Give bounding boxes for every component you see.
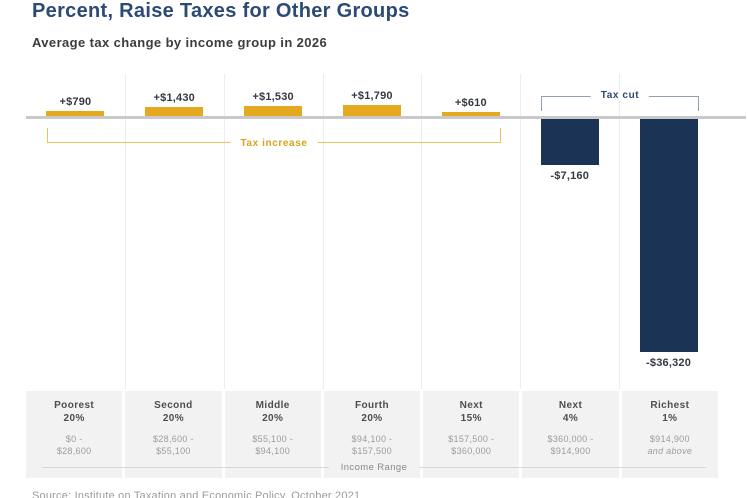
tax-increase-bracket-tick-left [47, 128, 48, 143]
category-name: Next 4% [558, 400, 583, 424]
column-gridline [421, 74, 423, 389]
tax-increase-bar [46, 111, 105, 116]
source-note: Source: Institute on Taxation and Econom… [32, 490, 361, 498]
category-name: Richest 1% [650, 400, 690, 424]
category-cell: Second 20% $28,600 - $55,100 [125, 391, 222, 478]
category-income-range: $360,000 - $914,900 [547, 434, 594, 456]
category-cell: Poorest 20% $0 - $28,600 [26, 391, 123, 478]
tax-increase-bar [244, 106, 303, 116]
category-name: Poorest 20% [54, 400, 95, 424]
category-income-range: $914,900 and above [647, 434, 693, 456]
income-range-rule-left [42, 466, 329, 468]
tax-increase-bar [343, 105, 401, 116]
column-gridline [520, 74, 522, 389]
column-gridline [124, 74, 126, 389]
column-gridline [619, 74, 621, 389]
category-income-range: $0 - $28,600 [56, 434, 92, 456]
tax-increase-bracket-tick-right [500, 128, 501, 143]
category-name: Second 20% [154, 400, 193, 424]
category-name: Middle 20% [255, 400, 290, 424]
bar-value-label: +$1,530 [252, 91, 294, 103]
category-name: Next 15% [459, 400, 483, 424]
category-income-range: $94,100 - $157,500 [351, 434, 393, 456]
category-cell: Richest 1% $914,900 and above [621, 391, 718, 478]
tax-increase-bracket: Tax increase [47, 128, 501, 149]
income-range-rule-right [419, 466, 706, 468]
category-name: Fourth 20% [354, 400, 390, 424]
category-cell: Next 4% $360,000 - $914,900 [522, 391, 619, 478]
bar-value-label: +$790 [59, 96, 92, 108]
income-range-axis-label: Income Range [340, 461, 408, 473]
x-axis-line [26, 116, 746, 119]
bar-value-label: +$610 [454, 97, 487, 109]
tax-increase-bar [145, 107, 204, 116]
tax-cut-bracket-tick-right [698, 96, 699, 111]
tax-cut-bracket-tick-left [541, 96, 542, 111]
category-income-range: $28,600 - $55,100 [153, 434, 194, 456]
category-cell: Next 15% $157,500 - $360,000 [423, 391, 520, 478]
category-cell: Middle 20% $55,100 - $94,100 [224, 391, 321, 478]
page-title: Percent, Raise Taxes for Other Groups [32, 0, 410, 22]
tax-cut-label: Tax cut [590, 90, 650, 101]
category-strip: Poorest 20% $0 - $28,600 Second 20% $28,600 - $… [26, 391, 718, 478]
tax-cut-bar [639, 119, 698, 352]
category-income-range: $157,500 - $360,000 [448, 434, 495, 456]
bar-value-label: +$1,430 [153, 92, 195, 104]
tax-increase-label: Tax increase [230, 138, 318, 149]
tax-increase-bar [441, 112, 500, 116]
column-gridline [223, 74, 225, 389]
column-gridline [322, 74, 324, 389]
category-income-range: $55,100 - $94,100 [252, 434, 294, 456]
income-range-axis: Income Range [42, 461, 706, 473]
category-cell: Fourth 20% $94,100 - $157,500 [323, 391, 421, 478]
page-subtitle: Average tax change by income group in 20… [32, 35, 328, 50]
bar-value-label: -$7,160 [550, 170, 590, 182]
bar-value-label: +$1,790 [351, 90, 393, 102]
tax-cut-bar [540, 119, 599, 165]
tax-cut-bracket: Tax cut [541, 90, 699, 111]
bar-value-label: -$36,320 [646, 357, 692, 369]
